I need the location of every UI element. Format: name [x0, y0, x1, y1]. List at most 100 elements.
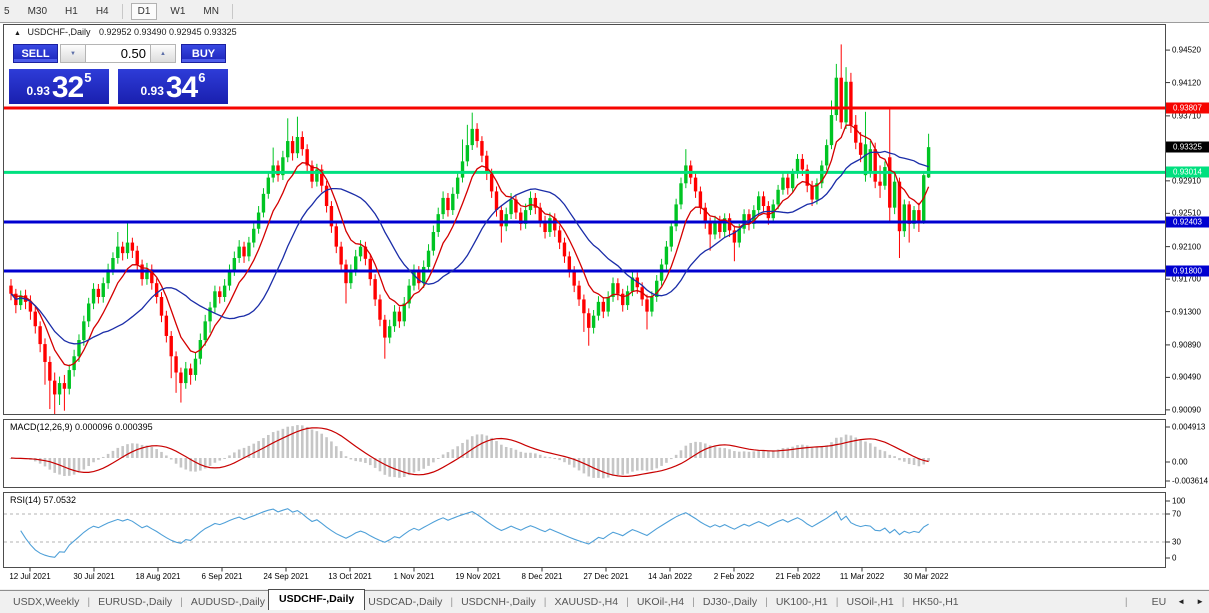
ask-price-box[interactable]: 0.93 34 6	[118, 69, 228, 104]
bid-price-prefix: 0.93	[26, 84, 50, 98]
tab-separator: |	[180, 595, 183, 608]
price-axis-label: 0.94120	[1172, 78, 1201, 88]
timeframe-button-h4[interactable]: H4	[95, 5, 109, 17]
timeframe-toolbar: 5 M30 H1 H4 D1 W1 MN	[0, 0, 1209, 23]
macd-layer	[9, 425, 930, 479]
price-axis-label: 0.90890	[1172, 340, 1201, 350]
bid-price-big: 32	[51, 71, 84, 104]
sell-button[interactable]: SELL	[13, 44, 58, 63]
rsi-axis-label: 0	[1172, 553, 1177, 563]
tab-scroll-controls: | EU ◄ ►	[1120, 596, 1209, 608]
price-level-tag: 0.91800	[1166, 265, 1209, 277]
timeframe-button-h1[interactable]: H1	[65, 5, 78, 17]
volume-stepper: ▼ 0.50 ▲	[60, 44, 176, 63]
chevron-up-icon: ▲	[160, 50, 166, 57]
tab-separator: |	[450, 595, 454, 608]
price-axis-label: 0.91700	[1172, 274, 1201, 284]
price-axis-label: 0.91300	[1172, 307, 1201, 317]
bid-price-pip: 5	[84, 70, 92, 85]
price-level-tag: 0.93807	[1166, 102, 1209, 114]
tab-overflow-partial[interactable]: EU	[1151, 595, 1167, 608]
chart-symbol-label: USDCHF-,Daily	[27, 27, 91, 37]
price-axis-label: 0.92100	[1172, 242, 1201, 252]
tab-separator: |	[626, 595, 629, 608]
tab-scroll-left-icon[interactable]: ◄	[1177, 597, 1186, 606]
tab-separator: |	[765, 595, 768, 608]
tab-usoil-h1[interactable]: USOil-,H1	[846, 595, 894, 608]
ask-price-big: 34	[165, 71, 198, 104]
macd-indicator-label: MACD(12,26,9) 0.000096 0.000395	[10, 422, 153, 432]
one-click-trade-panel: SELL ▼ 0.50 ▲ BUY 0.93 32 5 0.93 34 6	[9, 44, 237, 105]
tab-separator: |	[835, 595, 839, 608]
price-axis-label: 0.90490	[1172, 372, 1201, 382]
tab-usdcad-daily[interactable]: USDCAD-,Daily	[368, 595, 443, 608]
date-axis-label: 1 Nov 2021	[393, 572, 435, 581]
price-axis-label: 0.90090	[1172, 405, 1201, 415]
rsi-layer	[4, 508, 1165, 558]
macd-axis-label: 0.00	[1172, 457, 1188, 467]
tab-separator: |	[87, 595, 91, 608]
moving-average-layer	[10, 124, 930, 367]
tab-ukoil-h4[interactable]: UKOil-,H4	[636, 595, 685, 608]
chart-ohlc-values: 0.92952 0.93490 0.92945 0.93325	[98, 27, 237, 37]
tab-eurusd-daily[interactable]: EURUSD-,Daily	[98, 595, 173, 608]
tab-dj30-daily[interactable]: DJ30-,Daily	[702, 595, 758, 608]
collapse-triangle-icon[interactable]: ▲	[14, 30, 21, 37]
date-axis-label: 12 Jul 2021	[9, 572, 51, 581]
timeframe-button-5[interactable]: 5	[4, 5, 10, 17]
tab-usdx-weekly[interactable]: USDX,Weekly	[13, 595, 80, 608]
tab-scroll-right-icon[interactable]: ►	[1196, 597, 1204, 606]
chart-tab-bar: USDX,Weekly | EURUSD-,Daily | AUDUSD-,Daily U…	[0, 589, 1209, 612]
tab-separator: |	[901, 595, 905, 608]
macd-axis-label: -0.003614	[1172, 476, 1209, 486]
date-axis-label: 13 Oct 2021	[328, 572, 372, 581]
date-axis-label: 14 Jan 2022	[647, 572, 693, 581]
tab-audusd-daily[interactable]: AUDUSD-,Daily	[190, 595, 265, 608]
price-level-tag: 0.92403	[1166, 216, 1209, 228]
price-level-tag: 0.93014	[1166, 166, 1209, 178]
tab-usdcnh-daily[interactable]: USDCNH-,Daily	[461, 595, 536, 608]
toolbar-separator	[231, 3, 233, 19]
date-axis-label: 30 Mar 2022	[903, 572, 949, 581]
price-axis-label: 0.93710	[1172, 111, 1201, 121]
price-level-tag: 0.93325	[1166, 141, 1209, 153]
timeframe-button-d1[interactable]: D1	[130, 2, 158, 20]
tab-hk50-h1[interactable]: HK50-,H1	[912, 595, 959, 608]
chevron-down-icon: ▼	[70, 50, 76, 57]
date-axis-label: 19 Nov 2021	[455, 572, 501, 581]
bid-price-box[interactable]: 0.93 32 5	[9, 69, 109, 104]
date-axis-label: 11 Mar 2022	[839, 572, 885, 581]
rsi-indicator-label: RSI(14) 57.0532	[10, 495, 77, 505]
ask-price-pip: 6	[198, 70, 206, 85]
date-axis-label: 2 Feb 2022	[713, 572, 755, 581]
date-axis-label: 30 Jul 2021	[73, 572, 115, 581]
price-axis-label: 0.92510	[1172, 208, 1201, 218]
rsi-axis-label: 70	[1172, 509, 1181, 519]
tab-separator: |	[692, 595, 695, 608]
volume-decrease-button[interactable]: ▼	[61, 45, 85, 62]
timeframe-button-m30[interactable]: M30	[27, 5, 48, 17]
volume-input[interactable]: 0.50	[85, 45, 151, 62]
toolbar-separator	[121, 3, 123, 19]
tab-xauusd-h4[interactable]: XAUUSD-,H4	[554, 595, 619, 608]
date-axis-label: 27 Dec 2021	[583, 572, 629, 581]
timeframe-button-w1[interactable]: W1	[170, 5, 186, 17]
date-axis-label: 21 Feb 2022	[775, 572, 821, 581]
timeframe-button-mn[interactable]: MN	[203, 5, 219, 17]
date-axis-label: 8 Dec 2021	[521, 572, 563, 581]
ask-price-prefix: 0.93	[140, 84, 164, 98]
tab-separator: |	[543, 595, 547, 608]
macd-axis-label: 0.004913	[1172, 422, 1206, 432]
date-axis-label: 18 Aug 2021	[135, 572, 181, 581]
buy-button[interactable]: BUY	[181, 44, 226, 63]
date-axis-label: 6 Sep 2021	[201, 572, 243, 581]
volume-increase-button[interactable]: ▲	[151, 45, 175, 62]
axis-ticks	[29, 49, 1170, 572]
tab-uk100-h1[interactable]: UK100-,H1	[775, 595, 828, 608]
date-axis-label: 24 Sep 2021	[263, 572, 309, 581]
chart-title: ▲ USDCHF-,Daily 0.92952 0.93490 0.92945 …	[14, 27, 237, 37]
rsi-axis-label: 100	[1172, 496, 1186, 506]
tab-separator: |	[1124, 595, 1128, 608]
tab-usdchf-daily[interactable]: USDCHF-,Daily	[267, 589, 366, 610]
